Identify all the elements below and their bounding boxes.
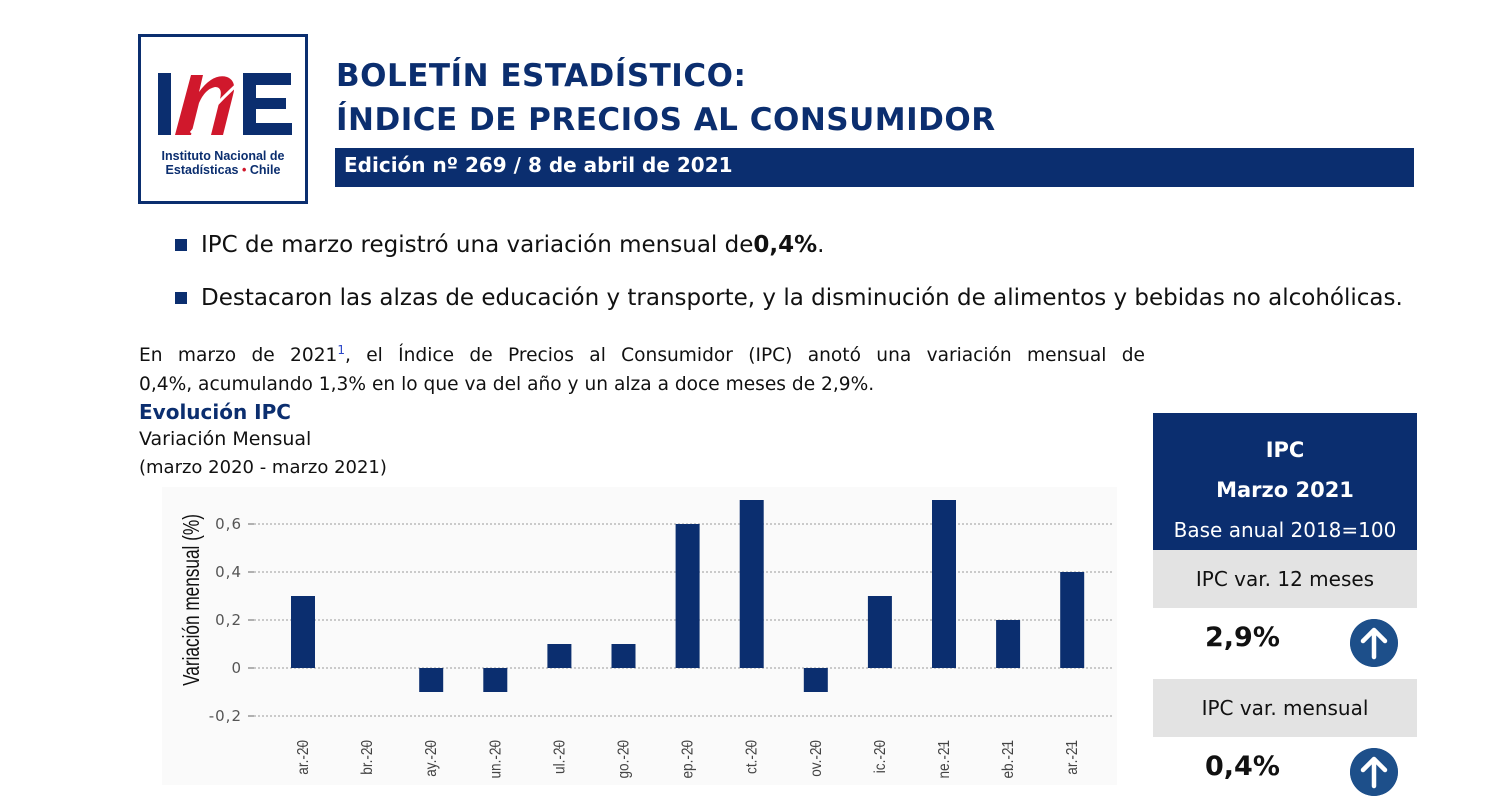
panel-base: Base anual 2018=100 [1173, 518, 1397, 542]
arrow-up-icon [1350, 619, 1398, 667]
bar-nov.-20 [803, 668, 828, 692]
arrow-up-icon [1350, 748, 1398, 796]
bar-jun.-20 [483, 668, 508, 692]
logo-separator: • [242, 163, 247, 177]
ipc-bar-chart: -0,2 0 0,2 0,4 0,6 Variación mensual (%) ar.-2… [162, 487, 1117, 785]
bullet-square-icon [175, 292, 187, 304]
value-12m: 2,9% [1205, 622, 1280, 653]
bar-ago.-20 [611, 644, 636, 668]
bulletin-subtitle: ÍNDICE DE PRECIOS AL CONSUMIDOR [336, 102, 996, 138]
y-tick-label: 0 [231, 659, 242, 677]
x-tick-label: ar.-21 [1064, 740, 1081, 775]
chart-period: (marzo 2020 - marzo 2021) [139, 457, 387, 478]
logo-line2b: Chile [249, 163, 281, 177]
para-part1: En marzo de 2021 [139, 345, 338, 367]
chart-subtitle: Variación Mensual [139, 428, 312, 450]
x-tick-label: ar.-20 [295, 740, 312, 775]
bar-mar.-21 [1060, 572, 1085, 668]
x-tick-label: ct.-20 [744, 740, 761, 774]
edition-text: Edición nº 269 / 8 de abril de 2021 [344, 153, 733, 177]
panel-label-monthly: IPC var. mensual [1153, 679, 1417, 737]
bullet-item: IPC de marzo registró una variación mens… [175, 232, 824, 258]
chart-title: Evolución IPC [139, 400, 291, 424]
y-tick-label: -0,2 [209, 707, 242, 725]
panel-value-row: 2,9% [1153, 608, 1417, 679]
bar-oct.-20 [739, 500, 764, 668]
panel-header: IPC Marzo 2021 Base anual 2018=100 [1153, 413, 1417, 550]
x-tick-label: ov.-20 [808, 740, 825, 777]
ine-logo-mark [158, 63, 292, 135]
para-part2: , el Índice de Precios al Consumidor (IP… [345, 345, 1145, 367]
summary-panel: IPC Marzo 2021 Base anual 2018=100 IPC v… [1153, 413, 1417, 808]
para-line2: 0,4%, acumulando 1,3% en lo que va del a… [139, 374, 875, 396]
ine-logo: Instituto Nacional de Estadísticas • Chi… [138, 34, 308, 204]
x-tick-label: ic.-20 [872, 740, 889, 773]
bullet-tail: . [817, 232, 825, 258]
x-tick-label: ul.-20 [551, 740, 568, 774]
y-tick-label: 0,2 [215, 611, 242, 629]
x-tick-label: ep.-20 [680, 740, 697, 779]
intro-paragraph: En marzo de 20211, el Índice de Precios … [139, 336, 1145, 399]
panel-label-12m: IPC var. 12 meses [1153, 550, 1417, 608]
bullet-item: Destacaron las alzas de educación y tran… [175, 285, 1403, 311]
bullet-text: Destacaron las alzas de educación y tran… [201, 285, 1403, 311]
x-tick-label: go.-20 [616, 740, 633, 779]
panel-period: Marzo 2021 [1216, 478, 1354, 502]
bulletin-title: BOLETÍN ESTADÍSTICO: [336, 58, 747, 94]
footnote-link[interactable]: 1 [337, 343, 345, 357]
bullet-text: IPC de marzo registró una variación mens… [201, 232, 754, 258]
chart-background [162, 487, 1117, 785]
bullet-square-icon [175, 239, 187, 251]
x-tick-label: un.-20 [487, 740, 504, 779]
logo-line1: Instituto Nacional de [161, 149, 285, 163]
x-tick-label: br.-20 [359, 740, 376, 775]
bullet-highlight: 0,4% [753, 232, 818, 258]
y-tick-label: 0,4 [215, 563, 242, 581]
edition-bar: Edición nº 269 / 8 de abril de 2021 [335, 148, 1414, 187]
bar-dic.-20 [867, 596, 892, 668]
bar-feb.-21 [996, 620, 1021, 668]
logo-line2a: Estadísticas [165, 163, 239, 177]
bar-jul.-20 [547, 644, 572, 668]
x-tick-label: ne.-21 [936, 740, 953, 779]
bar-sep.-20 [675, 524, 700, 668]
bar-ene.-21 [932, 500, 956, 668]
y-tick-label: 0,6 [215, 515, 242, 533]
panel-value-row: 0,4% [1153, 737, 1417, 808]
bar-mar.-20 [291, 596, 315, 668]
value-monthly: 0,4% [1205, 751, 1280, 782]
x-tick-label: ay.-20 [423, 740, 440, 777]
panel-title: IPC [1265, 438, 1305, 462]
bar-may.-20 [419, 668, 444, 692]
y-axis-label: Variación mensual (%) [180, 514, 205, 686]
x-tick-label: eb.-21 [1000, 740, 1017, 779]
